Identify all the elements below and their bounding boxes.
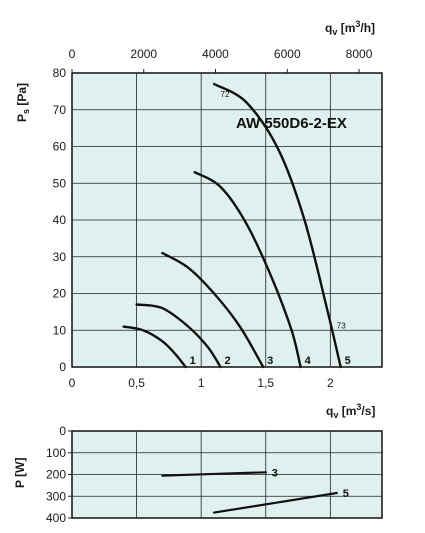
pressure-plot: 0 0,5 1 1,5 2 0 10 20 30 40 50 60 70 80 0 2000 4000 600… — [15, 19, 383, 420]
pressure-x-tick: 2 — [327, 376, 334, 390]
curve-label-4: 4 — [305, 355, 312, 367]
pressure-curves — [122, 82, 342, 369]
curve-labels: 1 2 3 4 5 — [190, 355, 351, 367]
power-curve-label-5: 5 — [343, 488, 349, 500]
chart-title: AW 550D6-2-EX — [236, 115, 347, 132]
curve-label-3: 3 — [267, 355, 273, 367]
secondary-x-tick: 4000 — [202, 47, 229, 61]
power-y-ticks: 0 100 200 300 400 — [46, 424, 72, 525]
pressure-y-tick: 70 — [53, 103, 67, 117]
pressure-y-tick: 50 — [53, 176, 67, 190]
power-curves — [161, 471, 338, 514]
pressure-axis-title: Ps [Pa] — [15, 83, 31, 122]
curve-label-1: 1 — [190, 355, 196, 367]
pressure-curve-3 — [161, 251, 265, 369]
pressure-y-tick: 60 — [53, 140, 67, 154]
curve-label-5: 5 — [345, 355, 351, 367]
primary-x-axis-title: qv [m3/s] — [326, 402, 375, 420]
power-curve-labels: 35 — [272, 467, 349, 500]
pressure-y-tick: 80 — [53, 66, 67, 80]
pressure-x-ticks: 0 0,5 1 1,5 2 — [69, 376, 334, 390]
power-y-tick: 0 — [59, 424, 66, 438]
power-y-tick: 200 — [46, 468, 66, 482]
pressure-x-tick: 0,5 — [128, 376, 145, 390]
pressure-curve-2 — [135, 303, 222, 369]
pressure-y-tick: 0 — [59, 360, 66, 374]
pressure-y-tick: 40 — [53, 213, 67, 227]
power-y-tick: 100 — [46, 446, 66, 460]
power-curve-5 — [213, 491, 338, 514]
pressure-grid — [72, 73, 382, 367]
secondary-x-axis-title: qv [m3/h] — [325, 19, 375, 37]
curve-annotations: 72 73 — [221, 90, 347, 331]
power-curve-3 — [161, 471, 267, 477]
power-y-tick: 300 — [46, 489, 66, 503]
pressure-y-ticks: 0 10 20 30 40 50 60 70 80 — [53, 66, 67, 374]
pressure-curve-5 — [212, 82, 342, 369]
pressure-x-tick: 0 — [69, 376, 76, 390]
secondary-x-tick: 2000 — [130, 47, 157, 61]
pressure-curve-1 — [122, 325, 187, 369]
power-y-tick: 400 — [46, 511, 66, 525]
power-axis-title: P [W] — [13, 458, 27, 488]
secondary-x-tick: 6000 — [274, 47, 301, 61]
pressure-y-tick: 10 — [53, 323, 67, 337]
pressure-y-tick: 20 — [53, 287, 67, 301]
secondary-x-tick: 0 — [69, 47, 76, 61]
pressure-x-tick: 1 — [198, 376, 205, 390]
pressure-y-tick: 30 — [53, 250, 67, 264]
curve-annotation: 73 — [337, 321, 346, 330]
pressure-x-tick: 1,5 — [257, 376, 274, 390]
curve-annotation: 72 — [221, 90, 230, 99]
curve-label-2: 2 — [225, 355, 231, 367]
secondary-x-ticks: 0 2000 4000 6000 8000 — [69, 47, 373, 73]
pressure-curve-4 — [193, 171, 302, 369]
power-curve-label-3: 3 — [272, 467, 278, 479]
secondary-x-tick: 8000 — [346, 47, 373, 61]
